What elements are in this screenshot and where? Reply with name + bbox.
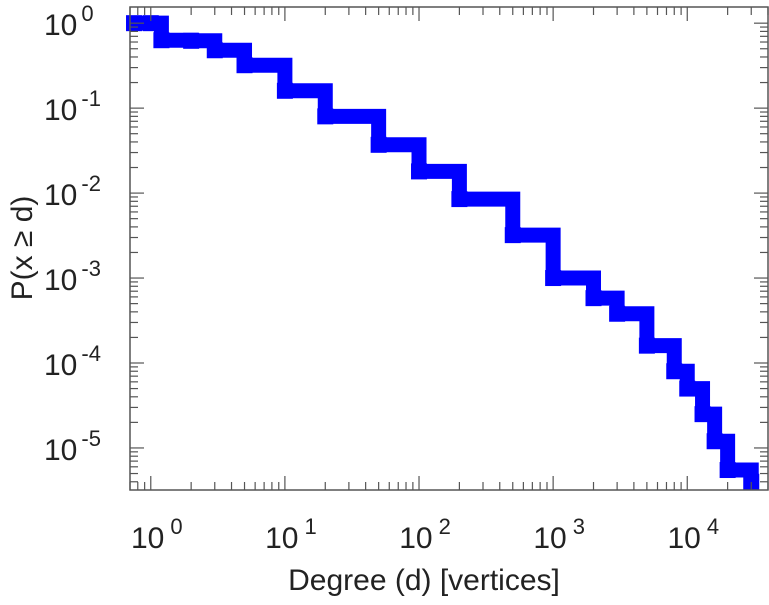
y-axis-label: P(x ≥ d) [6, 196, 39, 301]
y-tick-label: 10 -5 [44, 426, 101, 467]
data-point [743, 473, 760, 490]
data-point [206, 42, 223, 59]
x-tick-label: 10 1 [265, 514, 317, 555]
data-point [153, 32, 170, 49]
data-point [545, 270, 562, 287]
y-tick-label: 10 -4 [44, 341, 101, 382]
data-point [276, 82, 293, 99]
data-point [411, 163, 428, 180]
data-point [451, 191, 468, 208]
data-point [183, 32, 200, 49]
plot-frame [129, 6, 769, 491]
y-tick-label: 10 0 [44, 1, 94, 42]
data-point [694, 406, 711, 423]
data-point [706, 433, 723, 450]
y-tick-label: 10 -2 [44, 171, 101, 212]
axis-ticks [129, 7, 769, 490]
data-point [370, 136, 387, 153]
tick-labels: 10 0 10 1 10 2 10 3 10 4 10 0 10 -1 10 -2 10 -3 10 -4 10 -5 [44, 1, 719, 555]
y-tick-label: 10 -1 [44, 86, 101, 127]
series-ccdf [126, 15, 760, 490]
x-tick-label: 10 2 [399, 514, 451, 555]
data-point [585, 290, 602, 307]
data-point [142, 15, 159, 32]
x-tick-label: 10 0 [131, 514, 183, 555]
x-axis-label: Degree (d) [vertices] [288, 564, 560, 597]
data-point [638, 337, 655, 354]
data-point [609, 305, 626, 322]
data-point [719, 462, 736, 479]
data-point [666, 363, 683, 380]
data-point [679, 380, 696, 397]
series-line [134, 15, 759, 482]
y-tick-label: 10 -3 [44, 256, 101, 297]
data-point [236, 57, 253, 74]
x-tick-label: 10 3 [533, 514, 585, 555]
x-tick-label: 10 4 [667, 514, 719, 555]
data-point [504, 227, 521, 244]
data-point [317, 108, 334, 125]
